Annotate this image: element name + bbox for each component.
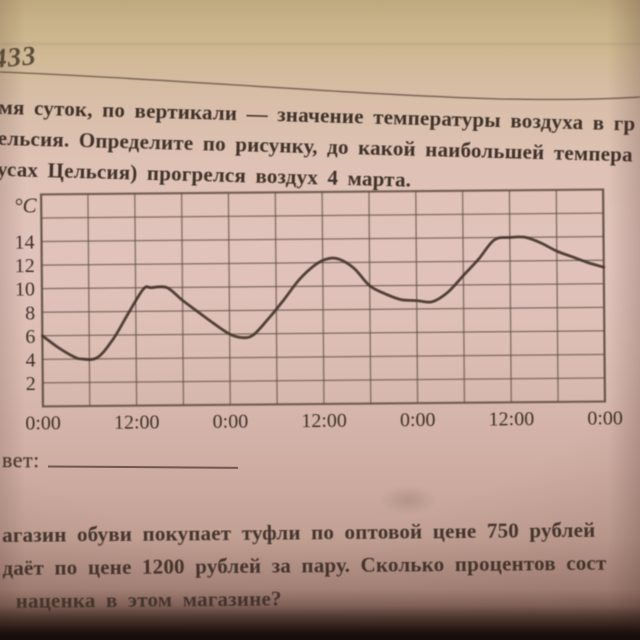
x-tick-label: 12:00 <box>489 408 535 430</box>
y-tick-label: 6 <box>25 326 35 348</box>
y-tick-label: 14 <box>14 232 34 254</box>
horizontal-gridline <box>41 259 604 266</box>
answer-row: вет: <box>2 447 238 475</box>
vertical-gridline <box>368 191 372 404</box>
temperature-chart: 2 4 6 8 10 12 14 °C 0:00 12:00 0:00 12:00 0:00 12:00 0… <box>0 182 640 444</box>
page-top-crease <box>0 42 640 46</box>
vertical-gridline <box>461 190 466 403</box>
problem-text-line: агазин обуви покупает туфли по оптовой ц… <box>2 517 596 547</box>
x-tick-label: 0:00 <box>400 409 436 431</box>
y-tick-label: 4 <box>25 349 35 371</box>
horizontal-gridline <box>42 353 605 361</box>
vertical-gridline <box>555 189 559 402</box>
vertical-gridline <box>87 194 91 407</box>
horizontal-gridline <box>41 283 604 290</box>
y-axis-unit-label: °C <box>14 193 38 217</box>
problem-text-line: даёт по цене 1200 рублей за пару. Скольк… <box>2 550 607 580</box>
y-tick-label: 8 <box>25 302 35 324</box>
photo-bottom-shadow <box>0 606 640 640</box>
header-rule-line <box>0 71 640 101</box>
horizontal-gridline <box>42 377 605 384</box>
x-tick-label: 0:00 <box>587 407 623 429</box>
answer-label: вет: <box>1 447 40 473</box>
x-tick-label: 0:00 <box>213 411 249 433</box>
x-tick-label: 0:00 <box>25 412 61 434</box>
vertical-gridline <box>508 190 512 403</box>
y-tick-label: 12 <box>15 255 35 277</box>
handwritten-problem-number: 433 <box>0 40 38 74</box>
problem-statement-bottom: агазин обуви покупает туфли по оптовой ц… <box>2 513 640 618</box>
horizontal-gridline <box>41 212 604 219</box>
plot-border <box>40 188 607 408</box>
horizontal-gridline <box>42 330 605 337</box>
vertical-gridline <box>321 191 325 404</box>
x-tick-label: 12:00 <box>114 411 160 433</box>
x-tick-label: 12:00 <box>301 410 347 432</box>
y-tick-label: 2 <box>26 373 36 395</box>
vertical-gridline <box>274 192 278 405</box>
answer-blank-line <box>47 450 238 469</box>
vertical-gridline <box>227 192 231 405</box>
temperature-curve <box>40 235 606 361</box>
show-through-smudge <box>380 486 436 514</box>
y-tick-label: 10 <box>15 279 35 301</box>
vertical-gridline <box>415 191 419 404</box>
horizontal-gridline <box>42 306 605 313</box>
